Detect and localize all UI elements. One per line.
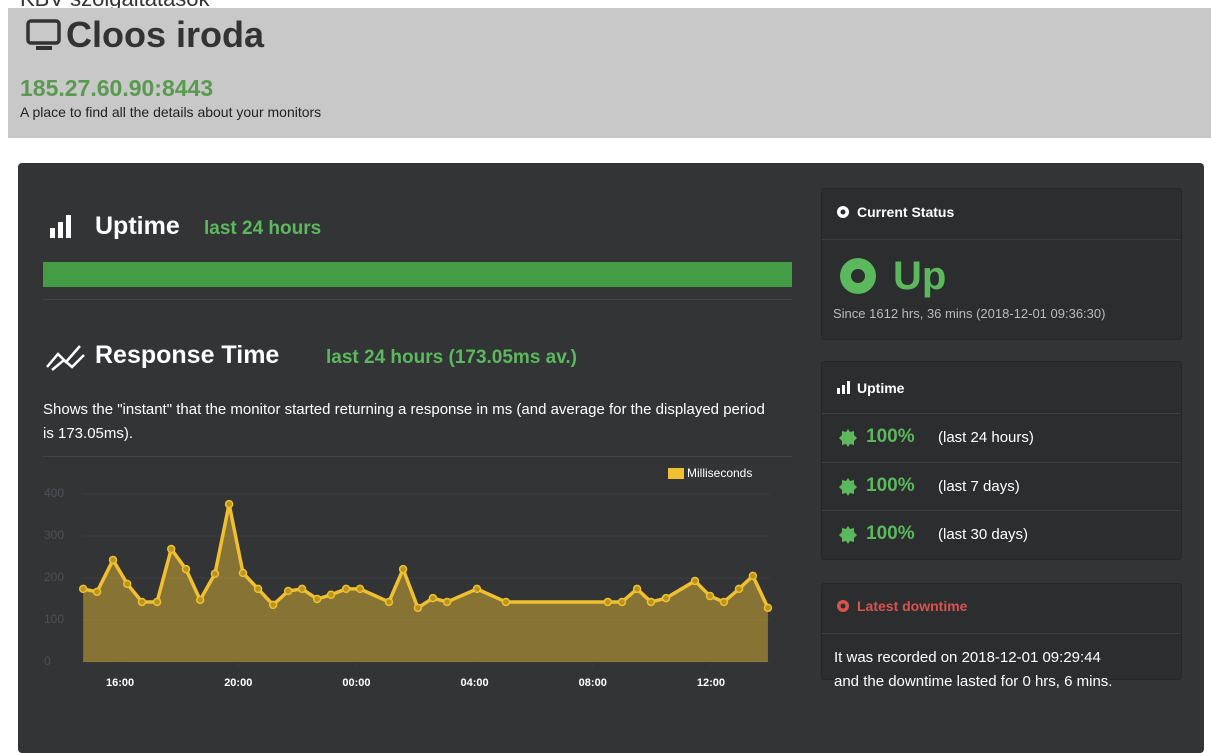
point: [152, 597, 162, 607]
point: [603, 597, 613, 607]
x-tick-label: 12:00: [697, 677, 725, 689]
downtime-line: It was recorded on 2018-12-01 09:29:44: [834, 649, 1101, 666]
point: [238, 568, 248, 578]
response-period: last 24 hours (173.05ms av.): [326, 347, 577, 368]
uptime-panel: [821, 361, 1182, 560]
divider: [43, 299, 792, 300]
y-tick-label: 300: [44, 528, 64, 542]
point: [326, 590, 336, 600]
y-tick-label: 400: [44, 486, 64, 500]
uptime-title: Uptime: [95, 212, 180, 240]
point: [384, 597, 394, 607]
point: [108, 555, 118, 565]
uptime-bar: [43, 262, 792, 287]
point: [617, 597, 627, 607]
downtime-panel: [821, 583, 1182, 680]
response-title: Response Time: [95, 341, 280, 369]
monitor-icon: [26, 19, 61, 50]
uptime-value: 100%: [866, 426, 915, 447]
uptime-period: (last 7 days): [938, 477, 1020, 495]
badge-icon: [839, 429, 857, 447]
point: [748, 571, 758, 581]
point: [297, 584, 307, 594]
point: [341, 584, 351, 594]
x-tick-label: 20:00: [224, 677, 252, 689]
uptime-value: 100%: [866, 523, 915, 544]
badge-icon: [839, 526, 857, 544]
divider: [822, 510, 1180, 511]
uptime-period: (last 24 hours): [938, 429, 1034, 446]
point: [442, 597, 452, 607]
divider: [822, 239, 1180, 240]
point: [312, 594, 322, 604]
point: [705, 591, 715, 601]
title: Cloos iroda: [66, 14, 265, 55]
point: [122, 579, 132, 589]
bar-icon: [837, 381, 850, 394]
bar-icon: [50, 215, 71, 238]
legend-label: Milliseconds: [687, 466, 752, 480]
status-icon: [837, 206, 849, 218]
x-tick-label: 08:00: [579, 677, 607, 689]
y-tick-label: 0: [44, 654, 51, 668]
point: [92, 587, 102, 597]
point: [413, 603, 423, 613]
point: [734, 584, 744, 594]
legend-swatch: [668, 468, 684, 479]
header: [8, 8, 1211, 138]
x-tick-label: 16:00: [106, 677, 134, 689]
uptime-heading: Uptime: [857, 380, 905, 396]
point: [195, 595, 205, 605]
point: [472, 584, 482, 594]
divider: [822, 633, 1180, 634]
response-description: Shows the "instant" that the monitor sta…: [43, 401, 765, 442]
top-text: KBV szolgáltatások: [20, 0, 210, 12]
y-tick-label: 100: [44, 612, 64, 626]
status-heading: Current Status: [857, 204, 955, 220]
y-tick-label: 200: [44, 570, 64, 584]
point: [661, 593, 671, 603]
badge-icon: [839, 477, 857, 496]
address: 185.27.60.90:8443: [20, 75, 214, 101]
point: [137, 597, 147, 607]
point: [355, 584, 365, 594]
description: A place to find all the details about yo…: [20, 104, 322, 120]
divider: [822, 413, 1180, 414]
point: [210, 569, 220, 579]
point: [428, 593, 438, 603]
downtime-icon: [837, 600, 849, 612]
point: [78, 584, 88, 594]
uptime-period: (last 30 days): [938, 526, 1029, 543]
divider: [43, 456, 792, 457]
point: [253, 584, 263, 594]
status-panel: [821, 188, 1182, 340]
point: [398, 564, 408, 574]
point: [646, 597, 656, 607]
status-since: Since 1612 hrs, 36 mins (2018-12-01 09:3…: [833, 306, 1106, 321]
x-tick-label: 00:00: [342, 677, 370, 689]
point: [283, 586, 293, 596]
point: [763, 603, 773, 613]
downtime-line: and the downtime lasted for 0 hrs, 6 min…: [834, 673, 1113, 690]
up-icon: [840, 258, 876, 294]
point: [224, 499, 234, 509]
uptime-value: 100%: [866, 474, 915, 496]
status-state: Up: [893, 254, 947, 298]
area-fill: [83, 504, 768, 662]
point: [268, 600, 278, 610]
x-tick-label: 04:00: [461, 677, 489, 689]
point: [690, 576, 700, 586]
response-icon: [46, 345, 85, 371]
point: [181, 564, 191, 574]
downtime-heading: Latest downtime: [857, 598, 968, 614]
divider: [822, 461, 1180, 463]
point: [501, 597, 511, 607]
point: [632, 584, 642, 594]
uptime-period: last 24 hours: [204, 218, 322, 239]
point: [719, 597, 729, 607]
point: [166, 544, 176, 554]
